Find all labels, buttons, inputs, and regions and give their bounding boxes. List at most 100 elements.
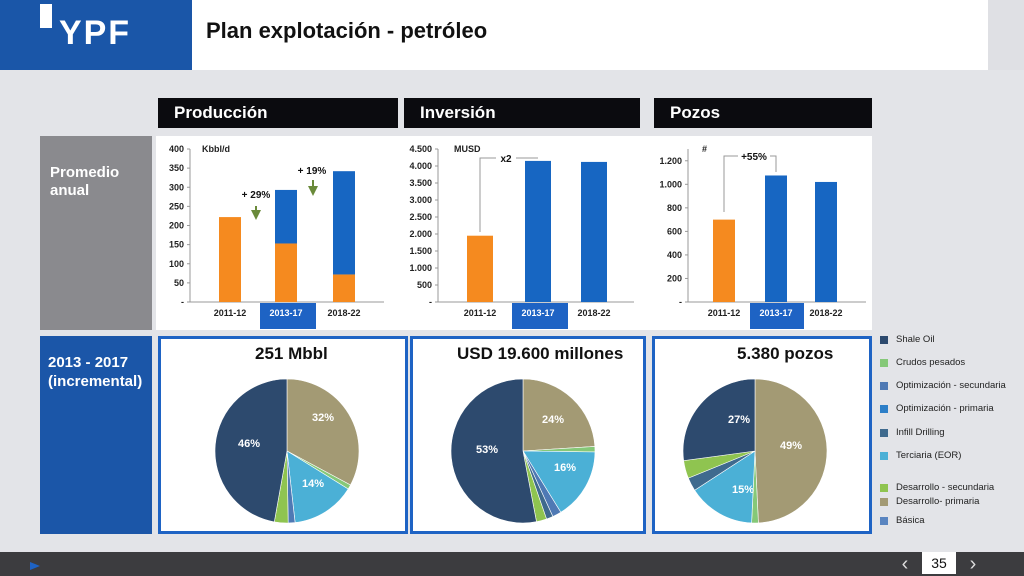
pie-slice-label: 46%	[238, 438, 260, 450]
x-tick-label: 2011-12	[214, 308, 247, 318]
y-tick-label: 600	[667, 226, 682, 236]
arrow-indicator-icon	[30, 562, 40, 570]
legend-swatch	[880, 358, 888, 367]
y-tick-label: 400	[667, 250, 682, 260]
pie-title-investment: USD 19.600 millones	[457, 344, 624, 363]
bar-segment	[275, 243, 297, 302]
legend-item: Básica	[880, 515, 925, 529]
legend-item: Shale Oil	[880, 334, 935, 348]
pie-slice-label: 16%	[554, 462, 576, 474]
legend-label: Básica	[896, 515, 925, 526]
legend-label: Optimización - primaria	[896, 403, 994, 414]
legend-label: Desarrollo - secundaria	[896, 482, 995, 493]
category-highlight	[260, 303, 316, 329]
pie-slice-des_primaria	[754, 378, 828, 524]
bar	[713, 219, 735, 302]
legend-item: Desarrollo- primaria	[880, 496, 979, 510]
bar-segment	[333, 274, 355, 302]
y-tick-label: -	[181, 297, 184, 307]
pie-slice-label: 32%	[312, 412, 334, 424]
bar-segment	[275, 189, 297, 244]
x-tick-label: 2013-17	[269, 308, 302, 318]
x-tick-label: 2011-12	[708, 308, 741, 318]
x-tick-label: 2013-17	[521, 308, 554, 318]
legend-label: Desarrollo- primaria	[896, 496, 980, 507]
next-slide-icon[interactable]: ›	[969, 553, 977, 575]
bar	[815, 181, 837, 302]
legend-swatch	[880, 381, 888, 390]
bar	[765, 175, 787, 302]
y-tick-label: 500	[417, 280, 432, 290]
section-header-wells: Pozos	[654, 98, 872, 128]
y-tick-label: 250	[169, 201, 184, 211]
y-tick-label: 50	[174, 278, 184, 288]
legend-swatch	[880, 516, 888, 525]
pie-panel-wells: 5.380 pozos 49% 15% 27%	[652, 336, 872, 534]
bracket-line	[770, 155, 777, 172]
category-highlight	[512, 303, 568, 329]
pie-slice-label: 24%	[542, 414, 564, 426]
x-tick-label: 2018-22	[577, 308, 610, 318]
legend-label: Crudos pesados	[896, 357, 966, 368]
pie-slice-des_primaria	[286, 378, 360, 486]
pie-chart-investment: 24% 16% 53%	[450, 378, 596, 524]
y-unit-label: Kbbl/d	[202, 144, 230, 154]
pie-slice-shale_oil	[682, 378, 756, 461]
y-tick-label: 300	[169, 182, 184, 192]
side-label-incremental-1: 2013 - 2017	[48, 354, 129, 371]
legend-swatch	[880, 483, 888, 492]
bar	[467, 235, 493, 302]
x-tick-label: 2018-22	[809, 308, 842, 318]
bar-chart-1: - 500 1.000 1.500 2.000 2.500 3.000 3.500 4.000 4…	[409, 144, 634, 329]
side-panel-annual: Promedio anual	[40, 136, 152, 330]
bar-charts-panel: - 50 100 150 200 250 300 350 400 Kbbl/d 2011-12 201…	[156, 136, 872, 330]
pie-slice-label: 15%	[732, 484, 754, 496]
legend-item: Crudos pesados	[880, 357, 965, 371]
prev-slide-icon[interactable]: ‹	[901, 553, 909, 575]
x-tick-label: 2011-12	[464, 308, 497, 318]
logo-accent	[40, 4, 52, 28]
pie-panel-production: 251 Mbbl 32% 14% 46%	[158, 336, 408, 534]
side-panel-incremental: 2013 - 2017 (incremental)	[40, 336, 152, 534]
bar	[581, 161, 607, 302]
bracket-line	[479, 157, 496, 232]
header-corner	[988, 0, 1024, 70]
footer-bar	[0, 552, 1024, 576]
bar-chart-0: - 50 100 150 200 250 300 350 400 Kbbl/d 2011-12 201…	[169, 144, 384, 329]
pie-slice-label: 49%	[780, 440, 802, 452]
pie-slice-terciaria	[522, 450, 596, 513]
legend-swatch	[880, 428, 888, 437]
bar-charts-svg: - 50 100 150 200 250 300 350 400 Kbbl/d 2011-12 201…	[169, 144, 866, 329]
y-tick-label: 100	[169, 259, 184, 269]
y-tick-label: 1.500	[409, 246, 432, 256]
y-tick-label: 200	[169, 221, 184, 231]
y-tick-label: 400	[169, 144, 184, 154]
bar-segment	[333, 171, 355, 275]
logo-text: YPF	[58, 14, 132, 52]
legend-swatch	[880, 404, 888, 413]
bar-segment	[219, 217, 241, 302]
y-tick-label: 350	[169, 163, 184, 173]
y-tick-label: 1.200	[659, 156, 682, 166]
side-label-annual-2: anual	[50, 182, 90, 199]
legend-label: Shale Oil	[896, 334, 935, 345]
legend-swatch	[880, 451, 888, 460]
y-tick-label: 1.000	[409, 263, 432, 273]
pie-slice-shale_oil	[214, 378, 288, 523]
y-tick-label: 4.000	[409, 161, 432, 171]
y-tick-label: 800	[667, 203, 682, 213]
section-header-investment: Inversión	[404, 98, 640, 128]
y-unit-label: #	[702, 144, 707, 154]
y-tick-label: 200	[667, 273, 682, 283]
bracket-line	[723, 155, 738, 212]
pie-chart-wells: 49% 15% 27%	[682, 378, 828, 524]
y-tick-label: 3.000	[409, 195, 432, 205]
x-tick-label: 2018-22	[327, 308, 360, 318]
legend-label: Terciaria (EOR)	[896, 450, 962, 461]
legend-item: Infill Drilling	[880, 427, 945, 441]
bar	[525, 160, 551, 302]
y-tick-label: 150	[169, 240, 184, 250]
section-header-production: Producción	[158, 98, 398, 128]
legend-label: Optimización - secundaria	[896, 380, 1006, 391]
legend-item: Terciaria (EOR)	[880, 450, 961, 464]
